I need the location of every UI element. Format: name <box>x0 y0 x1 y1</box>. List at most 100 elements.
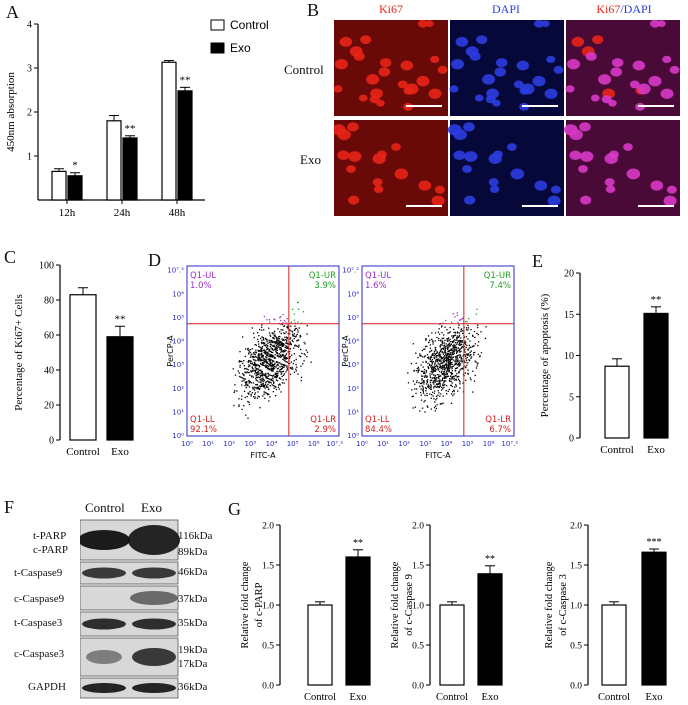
flow-event <box>248 359 250 362</box>
flow-event <box>411 389 413 391</box>
flow-event <box>407 382 410 384</box>
flow-event <box>242 377 244 380</box>
flow-event <box>258 360 260 362</box>
flow-event <box>287 347 289 349</box>
flow-event <box>469 346 472 348</box>
flow-event <box>274 349 276 351</box>
flow-event <box>255 387 257 389</box>
flow-event <box>264 375 267 377</box>
flow-event <box>288 353 291 355</box>
flow-event <box>453 331 455 334</box>
flow-event <box>451 377 453 379</box>
flow-event <box>274 319 276 321</box>
flow-event <box>433 369 435 372</box>
flow-event <box>287 351 289 353</box>
flow-event <box>261 350 263 353</box>
flow-event <box>248 349 250 351</box>
flow-event <box>252 388 254 390</box>
flow-event <box>286 326 288 328</box>
flow-event <box>252 376 255 378</box>
flow-event <box>289 351 291 353</box>
flow-event <box>296 333 298 336</box>
flow-event <box>266 385 268 387</box>
flow-event <box>463 336 466 338</box>
flow-event <box>260 373 262 375</box>
flow-event <box>457 360 459 362</box>
flow-event <box>444 363 446 365</box>
flow-event <box>456 355 458 357</box>
flow-y-tick: 10⁴ <box>172 338 184 346</box>
nucleus <box>632 60 646 71</box>
flow-event <box>244 381 247 384</box>
flow-x-tick: 10¹ <box>377 440 389 448</box>
flow-event <box>287 332 289 335</box>
flow-event <box>257 376 260 378</box>
flow-event <box>280 391 282 393</box>
flow-event <box>244 371 246 373</box>
flow-event <box>467 348 469 350</box>
flow-event <box>257 349 259 352</box>
micrograph-panel <box>450 20 564 116</box>
flow-event <box>284 357 286 359</box>
bar <box>641 551 667 686</box>
flow-event <box>444 369 446 371</box>
flow-event <box>276 364 278 367</box>
flow-event <box>456 335 458 337</box>
flow-event <box>468 317 470 320</box>
flow-event <box>272 384 274 387</box>
flow-event <box>427 356 429 359</box>
flow-event <box>297 331 299 333</box>
flow-event <box>275 350 277 353</box>
nucleus <box>430 55 440 64</box>
flow-event <box>426 375 428 377</box>
flow-event <box>289 333 291 335</box>
flow-event <box>261 380 263 382</box>
flow-event <box>254 351 256 353</box>
flow-event <box>457 363 459 366</box>
mic-col-title-ki67: Ki67 <box>379 2 403 16</box>
flow-event <box>246 395 248 398</box>
flow-event <box>274 394 277 397</box>
flow-event <box>467 325 469 327</box>
flow-event <box>271 354 273 356</box>
flow-event <box>271 368 273 370</box>
flow-event <box>441 351 443 353</box>
flow-event <box>256 373 258 375</box>
flow-event <box>258 377 261 379</box>
flow-event <box>457 375 459 378</box>
flow-event <box>291 331 294 333</box>
flow-y-tick: 10³ <box>172 361 184 369</box>
flow-event <box>451 385 454 388</box>
flow-event <box>461 360 464 362</box>
flow-event <box>269 378 271 380</box>
flow-y-tick: 10⁰ <box>347 432 359 440</box>
flow-event <box>269 363 271 365</box>
significance-mark: * <box>72 160 78 172</box>
flow-event <box>440 360 442 362</box>
flow-event <box>266 393 269 395</box>
flow-event <box>255 379 257 381</box>
flow-event <box>438 351 441 354</box>
flow-event <box>261 352 263 354</box>
flow-event <box>255 383 257 386</box>
nucleus <box>579 122 591 132</box>
flow-event <box>282 343 285 345</box>
y-axis-label: of c-PARP <box>254 582 265 627</box>
flow-event <box>449 360 452 362</box>
flow-event <box>429 380 432 382</box>
flow-event <box>459 383 461 385</box>
flow-event <box>273 344 275 346</box>
flow-event <box>260 371 262 374</box>
flow-event <box>427 385 429 388</box>
flow-event <box>444 360 446 362</box>
flow-y-tick: 10⁷.² <box>342 267 359 275</box>
flow-event <box>468 359 470 361</box>
flow-event <box>266 344 269 347</box>
flow-event <box>263 391 265 393</box>
flow-event <box>266 352 268 354</box>
flow-event <box>265 353 267 355</box>
flow-event <box>443 386 445 389</box>
flow-event <box>261 326 263 328</box>
flow-event <box>460 356 462 359</box>
wb-label-gapdh: GAPDH <box>28 681 66 693</box>
